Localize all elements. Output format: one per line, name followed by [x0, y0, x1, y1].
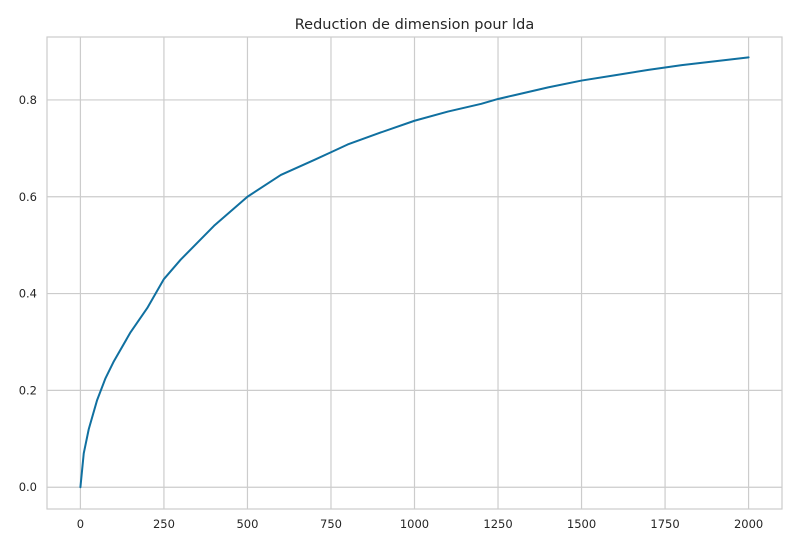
x-tick-label: 1250: [483, 517, 512, 531]
x-tick-label: 0: [77, 517, 84, 531]
x-tick-label: 1000: [400, 517, 429, 531]
x-tick-label: 750: [320, 517, 342, 531]
series-layer: [79, 56, 750, 489]
chart-title: Reduction de dimension pour lda: [295, 17, 535, 33]
x-tick-label: 500: [236, 517, 258, 531]
y-tick-label: 0.0: [19, 480, 37, 494]
grid-layer: [47, 37, 782, 509]
x-tick-label: 2000: [734, 517, 763, 531]
series-line: [79, 56, 750, 489]
y-tick-label: 0.8: [19, 93, 37, 107]
x-tick-label: 1500: [567, 517, 596, 531]
y-tick-label: 0.2: [19, 383, 37, 397]
x-tick-label: 250: [153, 517, 175, 531]
y-tick-label: 0.6: [19, 190, 37, 204]
x-tick-label: 1750: [650, 517, 679, 531]
plot-area-frame: [46, 36, 783, 510]
y-tick-label: 0.4: [19, 287, 37, 301]
tick-label-layer: 0 250 500 750 1000 1250 1500 1750 2000 0.0 0.2 0.4 0…: [19, 93, 764, 531]
